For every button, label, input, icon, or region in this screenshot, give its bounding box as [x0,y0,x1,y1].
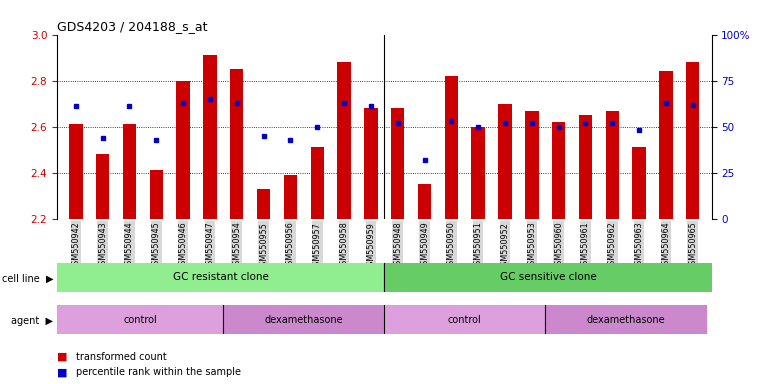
Bar [472,127,485,219]
Bar [203,55,217,219]
Bar [96,154,110,219]
Bar [384,305,545,334]
Bar [552,122,565,219]
Bar [177,81,189,219]
Text: ■: ■ [57,367,71,377]
Text: transformed count: transformed count [76,352,167,362]
Bar [57,305,224,334]
Bar [150,170,163,219]
Bar [224,305,384,334]
Text: percentile rank within the sample: percentile rank within the sample [76,367,241,377]
Bar [579,115,592,219]
Text: dexamethasone: dexamethasone [587,314,665,325]
Bar [686,62,699,219]
Bar [365,108,377,219]
Bar [545,305,706,334]
Bar [230,69,244,219]
Text: GC resistant clone: GC resistant clone [173,272,269,283]
Bar [310,147,324,219]
Bar [498,104,511,219]
Bar [418,184,431,219]
Text: cell line  ▶: cell line ▶ [2,273,53,283]
Text: control: control [448,314,482,325]
Text: GC sensitive clone: GC sensitive clone [499,272,597,283]
Bar [525,111,539,219]
Text: ■: ■ [57,352,71,362]
Bar [257,189,270,219]
Bar [606,111,619,219]
Bar [337,62,351,219]
Text: control: control [123,314,157,325]
Text: GDS4203 / 204188_s_at: GDS4203 / 204188_s_at [57,20,208,33]
Text: agent  ▶: agent ▶ [11,316,53,326]
Bar [57,263,384,292]
Bar [123,124,136,219]
Bar [444,76,458,219]
Bar [659,71,673,219]
Bar [391,108,404,219]
Bar [284,175,297,219]
Bar [69,124,82,219]
Text: dexamethasone: dexamethasone [265,314,343,325]
Bar [384,263,712,292]
Bar [632,147,646,219]
